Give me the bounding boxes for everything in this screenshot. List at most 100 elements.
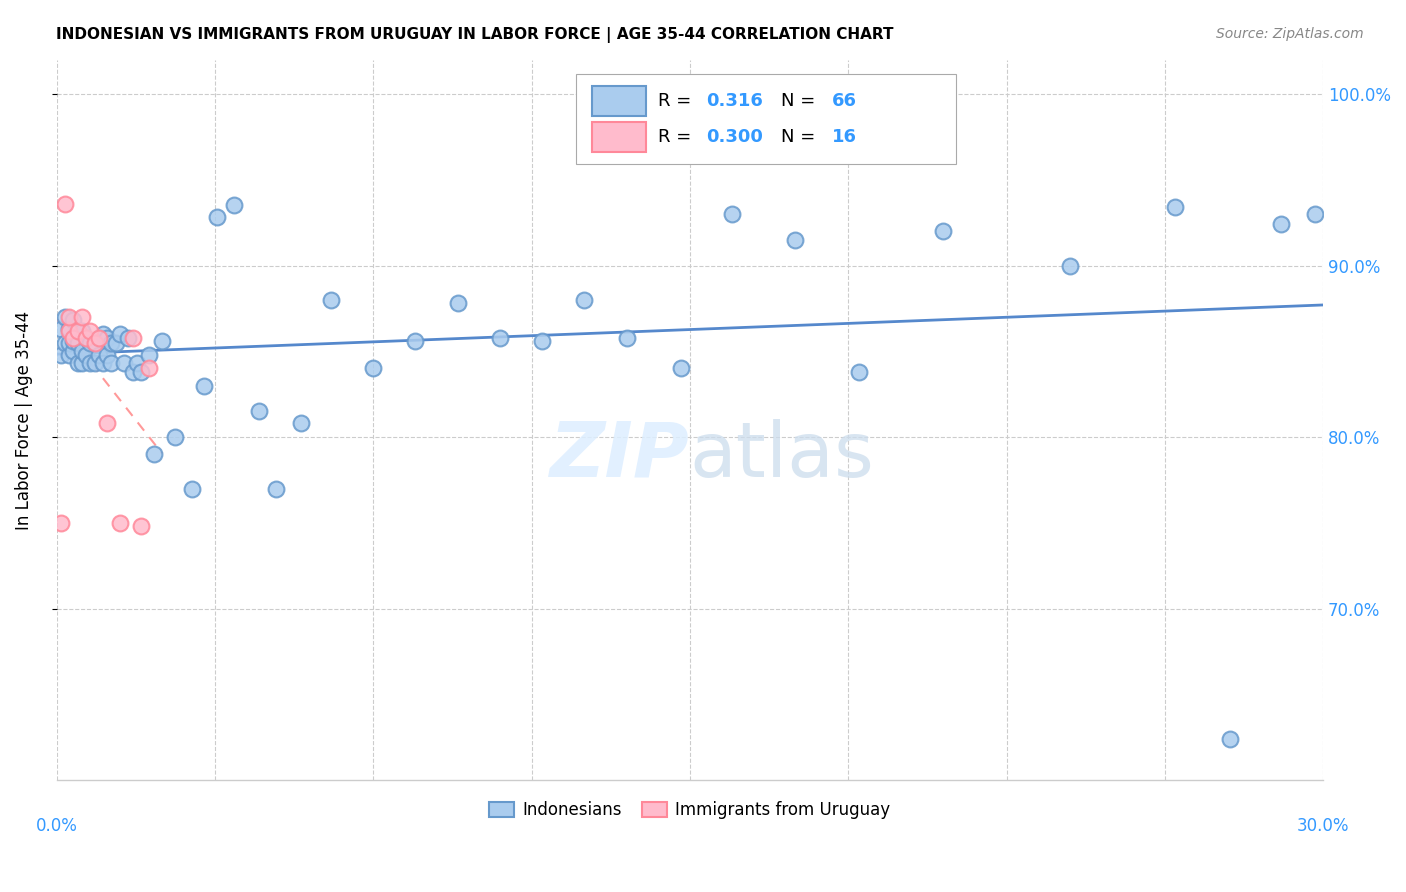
Point — [100, 335, 122, 350]
Point — [96, 348, 118, 362]
Point — [91, 327, 114, 342]
Point — [489, 330, 512, 344]
Point — [121, 365, 143, 379]
Point — [53, 310, 76, 324]
Point — [83, 335, 105, 350]
Point — [75, 330, 97, 344]
Point — [62, 344, 84, 359]
Point — [150, 334, 173, 348]
Text: 0.300: 0.300 — [706, 128, 763, 145]
Point — [87, 330, 110, 344]
Point — [264, 482, 287, 496]
Point — [87, 348, 110, 362]
Point — [83, 335, 105, 350]
Point — [1303, 207, 1326, 221]
Point — [447, 296, 470, 310]
FancyBboxPatch shape — [592, 121, 645, 152]
Point — [163, 430, 186, 444]
Text: Source: ZipAtlas.com: Source: ZipAtlas.com — [1216, 27, 1364, 41]
Point — [75, 348, 97, 362]
Point — [104, 335, 127, 350]
Point — [91, 356, 114, 370]
Point — [58, 324, 80, 338]
Point — [79, 356, 101, 370]
Point — [96, 330, 118, 344]
Point — [1219, 732, 1241, 747]
Point — [1059, 259, 1081, 273]
Point — [53, 196, 76, 211]
Point — [53, 335, 76, 350]
Point — [121, 330, 143, 344]
Point — [361, 361, 384, 376]
Point — [70, 356, 93, 370]
Point — [785, 233, 807, 247]
Point — [49, 322, 72, 336]
Point — [70, 344, 93, 359]
Text: R =: R = — [658, 92, 697, 110]
Point — [531, 334, 554, 348]
Point — [58, 348, 80, 362]
Point — [125, 356, 148, 370]
Point — [66, 335, 89, 350]
Point — [96, 417, 118, 431]
Point — [138, 361, 160, 376]
Text: 0.0%: 0.0% — [35, 817, 77, 835]
Point — [1270, 217, 1292, 231]
Point — [222, 198, 245, 212]
FancyBboxPatch shape — [576, 74, 956, 164]
Point — [58, 310, 80, 324]
Point — [70, 324, 93, 338]
Point — [87, 330, 110, 344]
FancyBboxPatch shape — [592, 86, 645, 116]
Text: 0.316: 0.316 — [706, 92, 763, 110]
Point — [180, 482, 202, 496]
Point — [58, 335, 80, 350]
Text: N =: N = — [782, 92, 821, 110]
Text: atlas: atlas — [690, 419, 875, 493]
Y-axis label: In Labor Force | Age 35-44: In Labor Force | Age 35-44 — [15, 310, 32, 530]
Text: ZIP: ZIP — [550, 419, 690, 493]
Point — [62, 330, 84, 344]
Point — [79, 324, 101, 338]
Text: 30.0%: 30.0% — [1296, 817, 1350, 835]
Point — [49, 516, 72, 530]
Text: 66: 66 — [832, 92, 856, 110]
Point — [58, 322, 80, 336]
Text: N =: N = — [782, 128, 821, 145]
Point — [205, 211, 228, 225]
Point — [932, 224, 955, 238]
Point — [79, 335, 101, 350]
Point — [1164, 200, 1187, 214]
Point — [319, 293, 342, 307]
Point — [574, 293, 596, 307]
Point — [66, 356, 89, 370]
Point — [129, 519, 152, 533]
Point — [404, 334, 426, 348]
Legend: Indonesians, Immigrants from Uruguay: Indonesians, Immigrants from Uruguay — [482, 795, 897, 826]
Point — [108, 327, 131, 342]
Point — [112, 356, 135, 370]
Text: R =: R = — [658, 128, 697, 145]
Point — [671, 361, 693, 376]
Text: 16: 16 — [832, 128, 856, 145]
Point — [108, 516, 131, 530]
Point — [62, 334, 84, 348]
Point — [70, 310, 93, 324]
Point — [193, 378, 215, 392]
Point — [49, 348, 72, 362]
Point — [616, 330, 638, 344]
Point — [290, 417, 312, 431]
Point — [247, 404, 270, 418]
Point — [66, 324, 89, 338]
Point — [721, 207, 744, 221]
Point — [62, 313, 84, 327]
Point — [129, 365, 152, 379]
Point — [75, 330, 97, 344]
Point — [100, 356, 122, 370]
Point — [138, 348, 160, 362]
Point — [848, 365, 870, 379]
Point — [117, 330, 139, 344]
Point — [66, 324, 89, 338]
Point — [83, 356, 105, 370]
Text: INDONESIAN VS IMMIGRANTS FROM URUGUAY IN LABOR FORCE | AGE 35-44 CORRELATION CHA: INDONESIAN VS IMMIGRANTS FROM URUGUAY IN… — [56, 27, 894, 43]
